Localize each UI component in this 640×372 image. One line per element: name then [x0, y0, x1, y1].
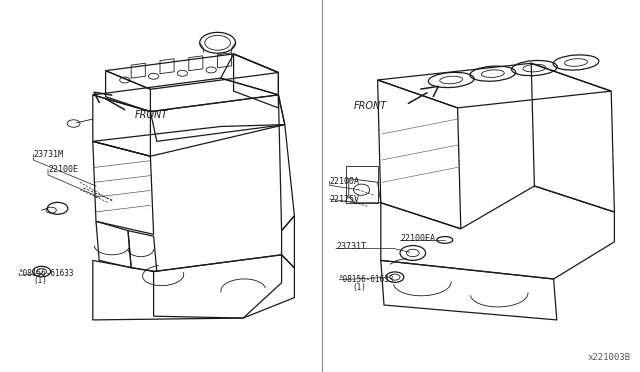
Text: 23731T: 23731T [336, 242, 366, 251]
Text: (1): (1) [33, 276, 47, 285]
Text: FRONT: FRONT [354, 101, 387, 111]
Text: 22100EA: 22100EA [400, 234, 435, 243]
Text: °08156-61633: °08156-61633 [19, 269, 75, 278]
Text: x221003B: x221003B [588, 353, 630, 362]
Text: 22125V: 22125V [330, 195, 360, 203]
Text: 22100E: 22100E [48, 165, 78, 174]
Text: (1): (1) [352, 283, 366, 292]
Text: 22100A: 22100A [330, 177, 360, 186]
Text: °08156-61633: °08156-61633 [339, 275, 395, 284]
Text: 23731M: 23731M [33, 150, 63, 159]
Text: FRONT: FRONT [134, 110, 168, 120]
